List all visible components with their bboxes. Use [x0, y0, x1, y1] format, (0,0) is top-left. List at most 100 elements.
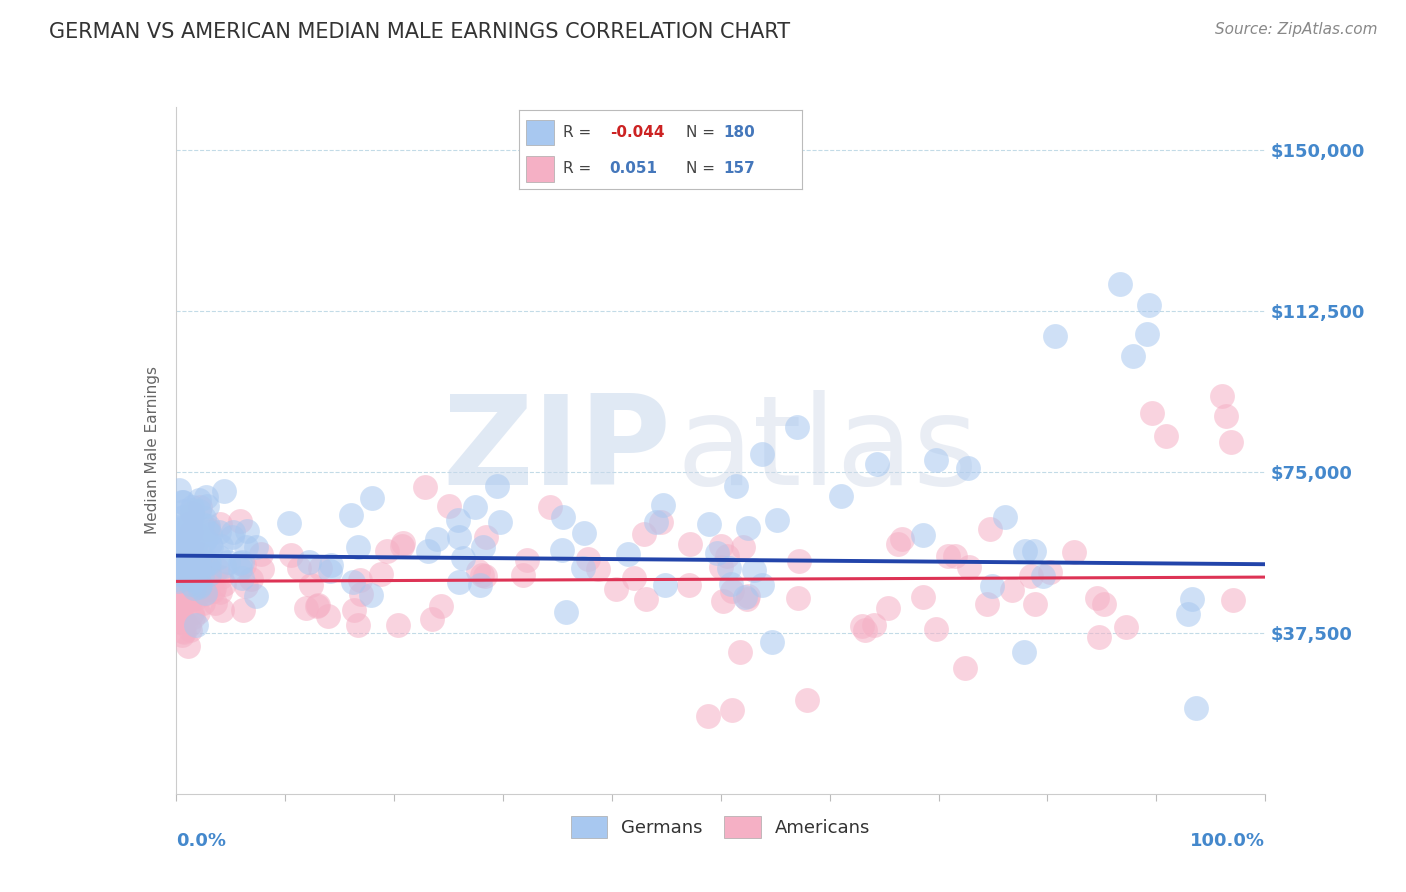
Point	[191, 567, 214, 582]
Point	[240, 572, 263, 586]
Point	[1032, 568, 1054, 582]
Point	[474, 569, 496, 583]
Point	[787, 553, 810, 567]
Point	[245, 540, 267, 554]
Point	[298, 555, 321, 569]
Point	[173, 625, 195, 640]
Bar	[526, 156, 554, 182]
Point	[200, 540, 222, 554]
Point	[187, 504, 209, 518]
Point	[172, 495, 194, 509]
Point	[173, 538, 195, 552]
Point	[197, 582, 219, 596]
Point	[981, 579, 1004, 593]
Point	[288, 561, 311, 575]
Point	[198, 536, 221, 550]
Point	[176, 539, 198, 553]
Point	[245, 589, 267, 603]
Point	[202, 582, 225, 596]
Point	[183, 528, 205, 542]
Point	[1137, 298, 1160, 312]
Point	[172, 549, 194, 563]
Point	[180, 577, 202, 591]
Point	[194, 586, 217, 600]
Text: N =: N =	[686, 125, 720, 140]
Point	[391, 539, 413, 553]
Point	[180, 537, 202, 551]
Point	[229, 514, 252, 528]
Point	[197, 524, 219, 539]
Y-axis label: Median Male Earnings: Median Male Earnings	[145, 367, 160, 534]
Point	[554, 605, 576, 619]
Point	[250, 547, 273, 561]
Point	[180, 516, 202, 530]
Point	[173, 581, 195, 595]
Text: 0.0%: 0.0%	[176, 831, 226, 850]
Point	[202, 584, 225, 599]
Point	[551, 543, 574, 558]
Point	[347, 617, 370, 632]
Point	[208, 549, 231, 564]
Point	[177, 537, 200, 551]
Text: ZIP: ZIP	[443, 390, 672, 511]
Point	[172, 539, 194, 553]
Point	[173, 615, 195, 630]
Legend: Germans, Americans: Germans, Americans	[562, 806, 879, 847]
Point	[173, 557, 195, 571]
Point	[179, 549, 201, 564]
Point	[652, 498, 675, 512]
Point	[188, 500, 211, 514]
Point	[173, 594, 195, 608]
Point	[180, 572, 202, 586]
Point	[165, 549, 187, 563]
Text: Source: ZipAtlas.com: Source: ZipAtlas.com	[1215, 22, 1378, 37]
Point	[176, 592, 198, 607]
Point	[180, 547, 202, 561]
Point	[169, 539, 191, 553]
Point	[184, 573, 207, 587]
Text: -0.044: -0.044	[610, 125, 664, 140]
Point	[319, 558, 342, 573]
Text: 157: 157	[723, 161, 755, 177]
Point	[375, 544, 398, 558]
Point	[471, 541, 494, 555]
Point	[235, 540, 257, 554]
Point	[1022, 544, 1045, 558]
Point	[169, 552, 191, 566]
Point	[172, 562, 194, 576]
Point	[370, 566, 392, 581]
Point	[181, 507, 204, 521]
Point	[1115, 620, 1137, 634]
Point	[166, 536, 188, 550]
Point	[751, 447, 773, 461]
Point	[166, 556, 188, 570]
Point	[169, 483, 191, 497]
Point	[165, 556, 187, 570]
Point	[180, 503, 202, 517]
Point	[420, 612, 443, 626]
Point	[733, 541, 755, 555]
Point	[720, 576, 742, 591]
Point	[181, 540, 204, 554]
Point	[170, 580, 193, 594]
Point	[193, 587, 215, 601]
Point	[307, 598, 329, 612]
Point	[416, 544, 439, 558]
Point	[706, 546, 728, 560]
Point	[184, 618, 207, 632]
Point	[252, 561, 274, 575]
Point	[183, 526, 205, 541]
Point	[208, 525, 231, 540]
Point	[866, 458, 889, 472]
Point	[1220, 435, 1243, 450]
Text: GERMAN VS AMERICAN MEDIAN MALE EARNINGS CORRELATION CHART: GERMAN VS AMERICAN MEDIAN MALE EARNINGS …	[49, 22, 790, 42]
Point	[1024, 597, 1046, 611]
Point	[634, 592, 657, 607]
Point	[678, 578, 700, 592]
Point	[697, 517, 720, 532]
Point	[979, 523, 1001, 537]
Point	[166, 534, 188, 549]
Point	[183, 581, 205, 595]
Point	[360, 588, 382, 602]
Point	[447, 513, 470, 527]
